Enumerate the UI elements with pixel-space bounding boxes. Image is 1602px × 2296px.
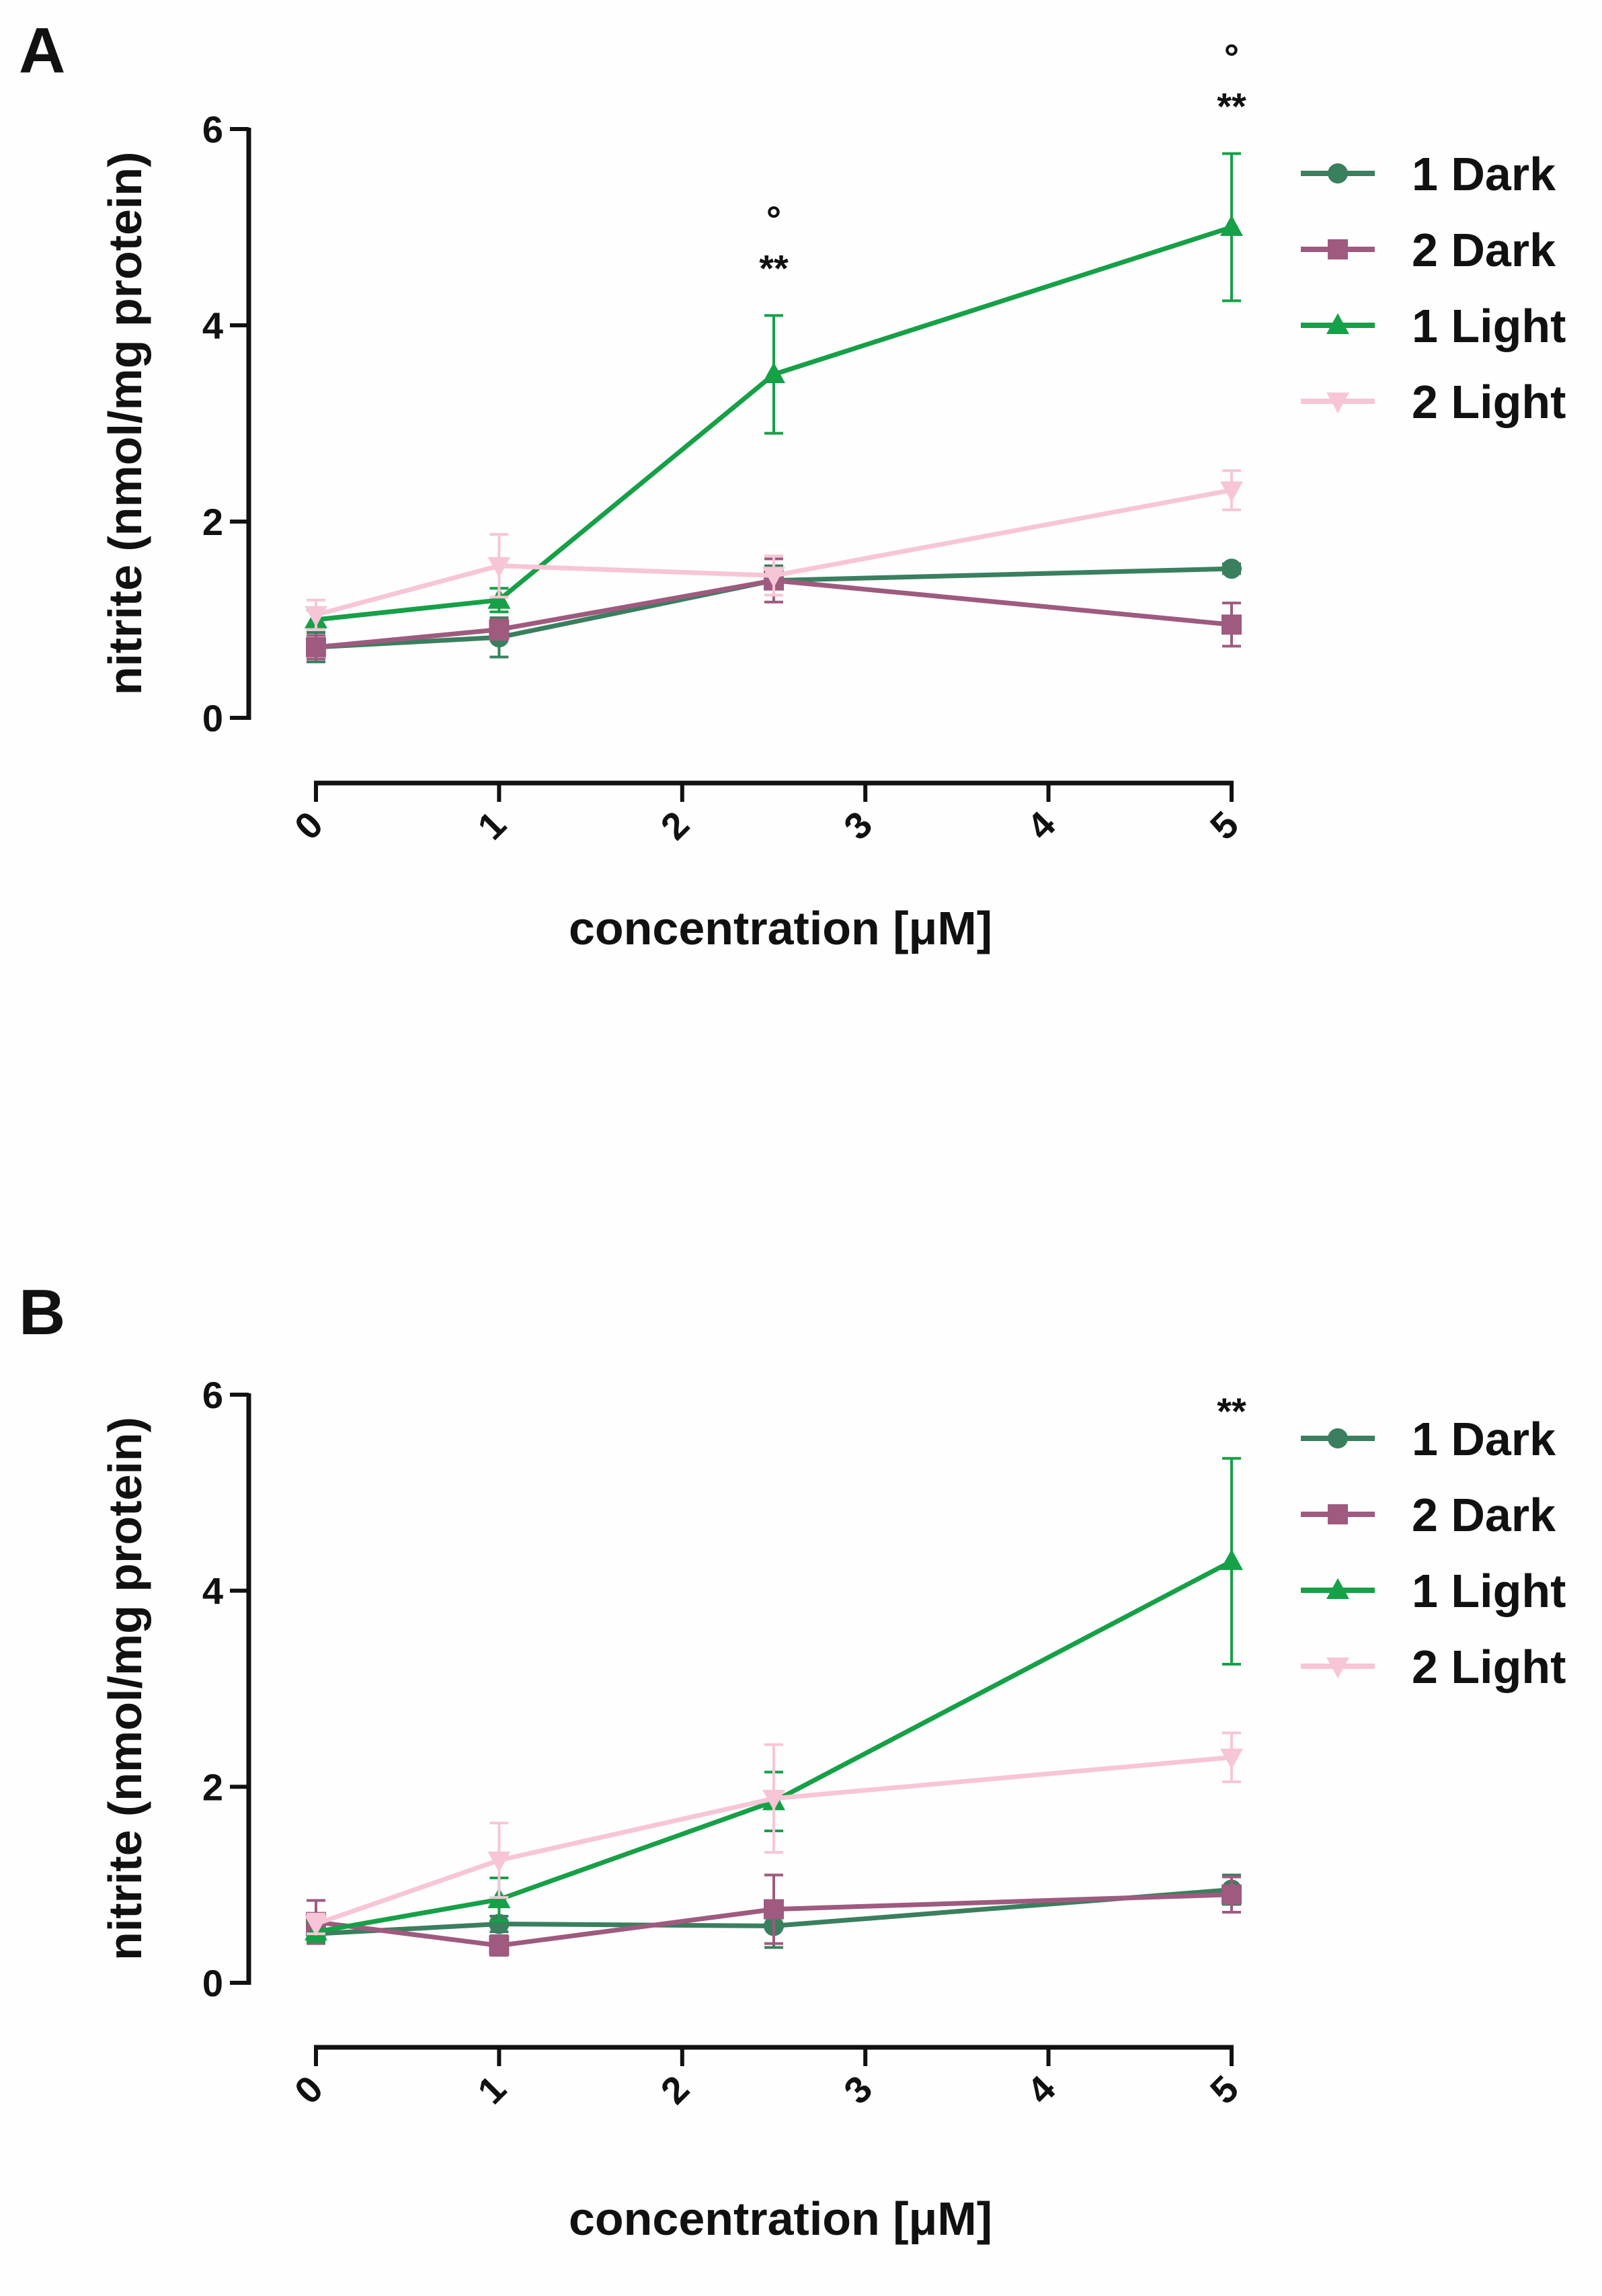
data-point bbox=[1220, 215, 1243, 236]
legend-swatch-marker bbox=[1328, 239, 1348, 259]
data-point bbox=[1221, 1884, 1242, 1905]
x-tick-label: 3 bbox=[836, 2067, 881, 2113]
series-line bbox=[315, 487, 1232, 618]
y-tick-label: 6 bbox=[202, 108, 223, 151]
data-point bbox=[762, 1789, 785, 1811]
legend-item-2-dark: 2 Dark bbox=[1301, 224, 1556, 276]
x-tick-label: 0 bbox=[286, 803, 331, 848]
legend-label: 2 Light bbox=[1412, 376, 1566, 428]
series-line bbox=[315, 578, 1232, 650]
series-1-light bbox=[305, 152, 1243, 631]
series-2-light bbox=[305, 1731, 1243, 1936]
y-tick-label: 4 bbox=[202, 304, 223, 347]
x-axis-title: concentration [μM] bbox=[569, 2192, 992, 2245]
legend-swatch-marker bbox=[1328, 1504, 1348, 1524]
series-2-light bbox=[305, 469, 1243, 631]
data-point bbox=[1220, 1549, 1243, 1570]
data-point bbox=[1221, 559, 1242, 579]
data-point bbox=[487, 1851, 511, 1873]
data-point bbox=[764, 1899, 784, 1920]
y-tick-label: 6 bbox=[202, 1374, 223, 1416]
data-point bbox=[489, 1914, 510, 1934]
significance-mark: ** bbox=[1217, 85, 1246, 127]
significance-mark: ** bbox=[1217, 1390, 1246, 1432]
x-tick-label: 5 bbox=[1202, 2067, 1247, 2113]
x-tick-label: 5 bbox=[1202, 803, 1247, 848]
legend-label: 1 Dark bbox=[1412, 148, 1556, 200]
legend-item-2-light: 2 Light bbox=[1301, 376, 1566, 428]
significance-mark: ° bbox=[766, 198, 781, 240]
x-tick-label: 2 bbox=[652, 803, 697, 848]
series-line bbox=[315, 1559, 1233, 1934]
y-tick-label: 4 bbox=[202, 1570, 223, 1612]
data-point bbox=[489, 619, 510, 640]
y-axis-title: nitrite (nmol/mg protein) bbox=[99, 152, 151, 696]
chart-panel-a: A 0 2 4 6 0 1 2 3 4 5 concentration [μM] nitrite (nm… bbox=[19, 15, 1566, 954]
y-tick-label: 0 bbox=[202, 1962, 223, 2004]
y-tick-label: 2 bbox=[202, 1766, 223, 1808]
data-point bbox=[305, 1915, 327, 1936]
series-2-dark bbox=[306, 1873, 1242, 1957]
legend-item-2-dark: 2 Dark bbox=[1301, 1489, 1556, 1541]
legend-swatch-marker bbox=[1328, 163, 1348, 183]
y-axis-title: nitrite (nmol/mg protein) bbox=[99, 1417, 151, 1961]
x-tick-label: 2 bbox=[652, 2067, 697, 2113]
legend-swatch-marker bbox=[1326, 1657, 1349, 1678]
legend-item-2-light: 2 Light bbox=[1301, 1641, 1566, 1693]
data-point bbox=[487, 557, 511, 578]
series-line bbox=[315, 1887, 1232, 1936]
data-point bbox=[1220, 481, 1243, 503]
x-axis-title: concentration [μM] bbox=[569, 902, 992, 954]
legend-label: 2 Dark bbox=[1412, 1489, 1556, 1541]
y-tick-label: 2 bbox=[202, 501, 223, 543]
series-line bbox=[315, 566, 1232, 650]
data-point bbox=[489, 1935, 510, 1956]
significance-mark: ° bbox=[1224, 36, 1239, 78]
series-line bbox=[315, 1892, 1232, 1949]
x-tick-label: 3 bbox=[836, 803, 881, 848]
legend-swatch-marker bbox=[1326, 393, 1349, 413]
legend-swatch-marker bbox=[1326, 1578, 1349, 1599]
legend-item-1-dark: 1 Dark bbox=[1301, 148, 1556, 200]
data-point bbox=[305, 606, 327, 627]
panel-letter: A bbox=[19, 15, 65, 87]
data-point bbox=[1220, 1748, 1243, 1770]
legend-item-1-light: 1 Light bbox=[1301, 300, 1566, 352]
legend-label: 1 Light bbox=[1412, 1565, 1566, 1617]
data-point bbox=[762, 362, 785, 383]
x-tick-label: 1 bbox=[469, 803, 514, 848]
legend-label: 1 Light bbox=[1412, 300, 1566, 352]
x-tick-label: 1 bbox=[469, 2067, 514, 2113]
legend-label: 2 Light bbox=[1412, 1641, 1566, 1693]
series-line bbox=[315, 224, 1233, 622]
x-tick-label: 0 bbox=[286, 2067, 331, 2113]
y-tick-label: 0 bbox=[202, 697, 223, 739]
x-tick-label: 4 bbox=[1018, 803, 1064, 848]
series-line bbox=[315, 1755, 1232, 1926]
legend-label: 1 Dark bbox=[1412, 1413, 1556, 1465]
legend-item-1-dark: 1 Dark bbox=[1301, 1413, 1556, 1465]
data-point bbox=[306, 637, 326, 657]
series-1-light bbox=[305, 1457, 1243, 1943]
data-point bbox=[762, 567, 785, 588]
legend-swatch-marker bbox=[1328, 1428, 1348, 1448]
significance-mark: ** bbox=[759, 247, 789, 289]
x-tick-label: 4 bbox=[1018, 2067, 1064, 2113]
legend-swatch-marker bbox=[1326, 313, 1349, 334]
panel-letter: B bbox=[19, 1276, 65, 1348]
legend-item-1-light: 1 Light bbox=[1301, 1565, 1566, 1617]
chart-panel-b: B 0 2 4 6 0 1 2 3 4 5 concentration [μM] nitrite (nm… bbox=[19, 1276, 1566, 2245]
data-point bbox=[1221, 614, 1242, 635]
legend-label: 2 Dark bbox=[1412, 224, 1556, 276]
